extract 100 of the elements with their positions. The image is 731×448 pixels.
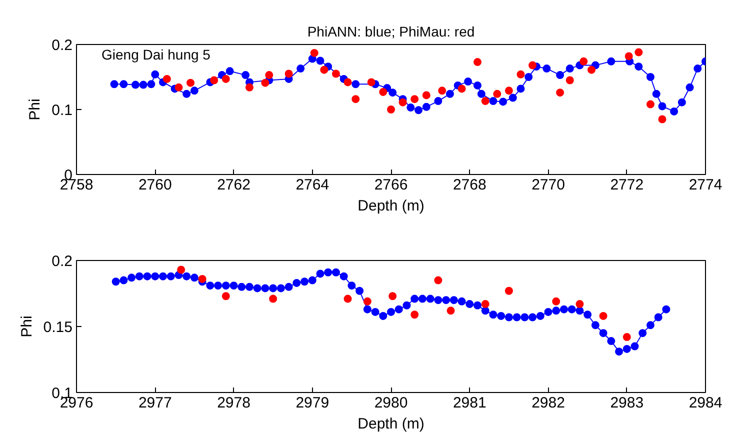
point xyxy=(446,90,454,98)
point xyxy=(516,70,525,78)
point xyxy=(182,90,191,98)
point xyxy=(414,106,423,114)
y-axis-title: Phi xyxy=(26,98,44,120)
point xyxy=(242,71,250,80)
point xyxy=(406,104,415,112)
point xyxy=(622,333,631,342)
point xyxy=(120,80,128,88)
y-tick-label: 0.2 xyxy=(52,37,73,54)
point xyxy=(504,286,513,295)
point xyxy=(261,78,270,87)
point xyxy=(410,95,419,104)
point xyxy=(552,297,560,306)
x-tick-label: 2760 xyxy=(138,176,172,194)
point xyxy=(566,64,574,73)
point xyxy=(524,73,533,81)
x-tick-label: 2980 xyxy=(374,394,408,412)
point xyxy=(481,97,490,106)
y-tick-label: 0.15 xyxy=(43,319,73,336)
point xyxy=(576,300,584,308)
point xyxy=(352,80,360,88)
point xyxy=(410,310,419,319)
point xyxy=(489,97,498,106)
point xyxy=(458,84,466,93)
chart-title: PhiANN: blue; PhiMau: red xyxy=(307,24,475,40)
point xyxy=(398,98,407,106)
point xyxy=(367,78,376,86)
point xyxy=(265,71,274,80)
point xyxy=(344,78,352,86)
point xyxy=(379,88,388,96)
point xyxy=(646,73,654,81)
point xyxy=(186,78,195,87)
point xyxy=(363,297,372,306)
x-axis-title: Depth (m) xyxy=(358,198,424,214)
x-axis-title: Depth (m) xyxy=(358,416,424,432)
point xyxy=(652,90,660,98)
point xyxy=(473,58,482,66)
point xyxy=(422,102,430,111)
x-tick-label: 2762 xyxy=(217,176,250,194)
x-tick-label: 2981 xyxy=(452,394,486,412)
point xyxy=(634,62,643,71)
y-tick-label: 0.1 xyxy=(52,102,73,119)
point xyxy=(434,97,442,106)
point xyxy=(190,86,198,95)
point xyxy=(131,80,140,89)
point xyxy=(316,56,324,65)
point xyxy=(296,64,305,73)
point xyxy=(310,48,318,57)
point xyxy=(434,276,442,284)
point xyxy=(174,83,183,92)
point xyxy=(658,102,666,110)
x-tick-label: 2982 xyxy=(532,394,565,412)
point xyxy=(599,312,608,320)
point xyxy=(504,86,513,95)
point xyxy=(110,80,118,88)
point xyxy=(352,95,360,104)
x-tick-label: 2772 xyxy=(610,176,644,194)
point xyxy=(473,81,482,90)
point xyxy=(226,67,234,76)
point xyxy=(388,88,397,97)
point xyxy=(198,274,206,283)
x-tick-label: 2774 xyxy=(688,176,722,194)
y-tick-label: 0.2 xyxy=(52,253,73,270)
point xyxy=(556,88,564,97)
point xyxy=(678,98,686,106)
point xyxy=(499,98,508,106)
point xyxy=(344,294,352,303)
x-tick-label: 2979 xyxy=(296,394,330,412)
point xyxy=(284,70,293,78)
point xyxy=(438,86,446,95)
point xyxy=(658,115,666,124)
point xyxy=(139,80,148,89)
x-tick-label: 2977 xyxy=(138,394,172,412)
x-tick-label: 2984 xyxy=(688,394,722,412)
point xyxy=(508,94,517,102)
point xyxy=(162,74,171,83)
x-tick-label: 2770 xyxy=(532,176,565,194)
point xyxy=(634,48,643,56)
point xyxy=(477,90,486,98)
point xyxy=(542,64,551,73)
point xyxy=(320,66,328,74)
x-tick-label: 2764 xyxy=(296,176,330,194)
point xyxy=(670,107,678,116)
x-tick-label: 2768 xyxy=(452,176,486,194)
point xyxy=(147,80,156,88)
point xyxy=(446,306,455,315)
annotation: Gieng Dai hung 5 xyxy=(102,46,211,62)
point xyxy=(646,100,654,108)
x-tick-label: 2983 xyxy=(610,394,644,412)
point xyxy=(151,70,160,78)
point xyxy=(694,64,702,73)
point xyxy=(177,266,186,274)
point xyxy=(686,83,694,92)
point xyxy=(587,66,596,74)
point xyxy=(624,52,633,60)
point xyxy=(493,90,502,98)
point xyxy=(516,84,525,93)
point xyxy=(464,78,472,86)
point xyxy=(580,57,588,66)
